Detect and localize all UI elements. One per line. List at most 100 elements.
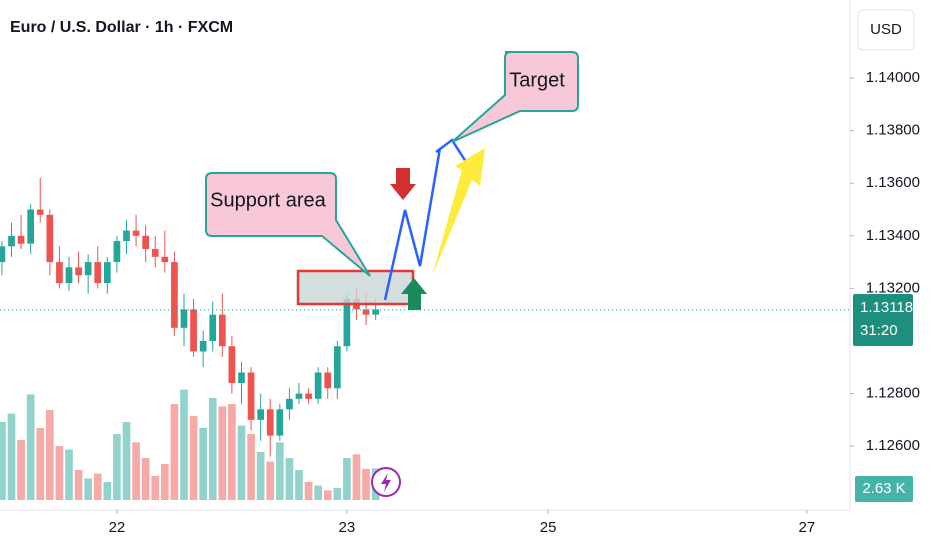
volume-bar: [65, 449, 73, 500]
candle-body: [0, 246, 6, 263]
candle-body: [84, 262, 92, 276]
callout-text: Support area: [210, 189, 327, 211]
volume-bar: [93, 473, 102, 500]
volume-bar: [285, 458, 294, 500]
projection-line: [383, 147, 442, 301]
x-tick-label: 25: [540, 519, 557, 536]
volume-bar: [55, 446, 64, 500]
volume-bar: [256, 452, 265, 500]
candle-body: [276, 409, 284, 436]
flash-icon: [381, 473, 391, 492]
support-box: [296, 269, 415, 306]
candle-body: [75, 267, 82, 276]
volume-bar: [0, 422, 6, 500]
volume-pane: [0, 389, 380, 500]
volume-bar: [266, 461, 275, 500]
candle-body: [295, 393, 303, 399]
time-axis-bg: [0, 510, 850, 550]
volume-bar: [237, 425, 246, 500]
y-tick-label: 1.14000: [866, 69, 920, 86]
countdown: 31:20: [860, 322, 898, 339]
y-tick-label: 1.12600: [866, 437, 920, 454]
candle-body: [27, 209, 35, 244]
volume-label: 2.63 K: [862, 480, 905, 497]
volume-bar: [141, 458, 150, 500]
candle-body: [247, 372, 255, 420]
candle-body: [151, 248, 159, 257]
last-price-label: 1.13118: [860, 299, 913, 316]
volume-bar: [295, 470, 303, 500]
candle-body: [333, 346, 341, 389]
volume-bar: [113, 434, 121, 500]
candle-body: [103, 262, 111, 284]
volume-bar: [189, 416, 198, 500]
y-tick-label: 1.13600: [866, 174, 920, 191]
volume-bar: [343, 458, 351, 500]
candle-body: [199, 340, 207, 352]
volume-bar: [74, 470, 83, 500]
candle-body: [56, 262, 63, 284]
x-tick-label: 22: [109, 519, 126, 536]
y-tick-label: 1.12800: [866, 385, 920, 402]
volume-bar: [180, 389, 188, 500]
volume-bar: [228, 404, 236, 500]
candle-body: [190, 309, 197, 352]
volume-bar: [122, 422, 131, 500]
volume-bar: [84, 478, 92, 500]
candle-body: [266, 409, 274, 436]
volume-bar: [275, 442, 284, 500]
volume-bar: [7, 413, 16, 500]
price-axis-bg: [850, 0, 932, 550]
volume-bar: [218, 406, 227, 500]
candle-body: [362, 309, 370, 315]
candle-body: [161, 256, 169, 263]
currency-box: [857, 9, 915, 51]
candle-body: [8, 235, 15, 247]
candle-body: [36, 209, 44, 215]
projection-line: [435, 138, 470, 166]
volume-bar: [151, 476, 160, 500]
volume-bar: [103, 482, 112, 500]
candle-body: [209, 314, 217, 341]
y-tick-label: 1.13800: [866, 122, 920, 139]
volume-bar: [36, 428, 45, 500]
candle-body: [314, 372, 322, 399]
callout: [451, 51, 579, 143]
candles: [0, 177, 380, 457]
candle-body: [123, 230, 130, 242]
candle-body: [286, 398, 293, 410]
volume-bar: [132, 442, 140, 500]
up-arrow: [401, 278, 427, 310]
volume-bar: [362, 468, 370, 500]
yellow-arrow: [432, 148, 485, 276]
volume-bar: [304, 482, 313, 500]
candle-body: [324, 372, 332, 389]
candle-body: [305, 393, 312, 399]
candle-body: [372, 309, 380, 315]
candle-body: [180, 309, 188, 328]
candle-body: [113, 241, 121, 263]
volume-bar: [314, 485, 322, 500]
volume-bar: [26, 394, 35, 500]
currency: USD: [870, 21, 902, 38]
volume-bar: [17, 440, 25, 500]
y-tick-label: 1.13200: [866, 279, 920, 296]
volume-bar: [333, 488, 342, 500]
candle-body: [343, 298, 351, 347]
candle-body: [218, 314, 226, 347]
volume-label-box: [855, 476, 913, 502]
down-arrow: [390, 168, 416, 200]
last-price-box: [853, 293, 913, 346]
callout: [205, 172, 371, 277]
x-tick-label: 23: [339, 519, 356, 536]
candle-body: [94, 262, 102, 284]
candle-body: [132, 230, 140, 236]
callout-text: Target: [509, 69, 565, 91]
candle-body: [257, 409, 265, 420]
candle-body: [171, 262, 178, 328]
volume-bar: [208, 398, 217, 500]
volume-bar: [170, 404, 179, 500]
